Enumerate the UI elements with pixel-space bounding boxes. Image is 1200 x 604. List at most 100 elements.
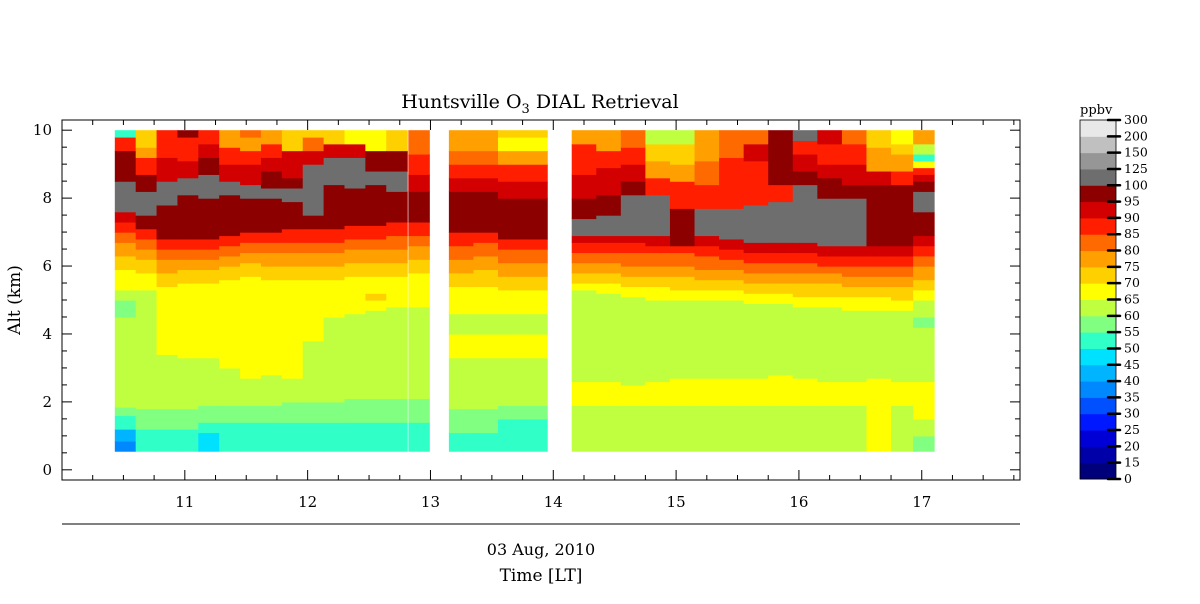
heatmap-cell	[866, 296, 892, 311]
colorbar-swatch	[1080, 136, 1116, 154]
y-tick-label: 4	[42, 325, 52, 343]
heatmap-cell	[473, 177, 499, 192]
heatmap-cell	[817, 143, 843, 165]
heatmap-cell	[792, 405, 818, 430]
heatmap-cell	[281, 187, 304, 203]
heatmap-cell	[135, 147, 158, 158]
heatmap-cell	[571, 143, 597, 175]
heatmap-cell	[620, 429, 646, 452]
heatmap-cell	[719, 238, 745, 250]
heatmap-cell	[913, 266, 935, 281]
x-axis-label: Time [LT]	[500, 566, 583, 586]
heatmap-cell	[323, 157, 346, 186]
heatmap-cell	[792, 296, 818, 308]
heatmap-cell	[114, 242, 137, 257]
colorbar-swatch	[1080, 120, 1116, 137]
heatmap-cell	[743, 252, 769, 264]
heatmap-cell	[792, 252, 818, 264]
heatmap-cell	[768, 242, 794, 254]
heatmap-cell	[891, 143, 917, 155]
heatmap-cell	[448, 408, 475, 434]
heatmap-cell	[260, 198, 283, 233]
heatmap-cell	[596, 235, 622, 243]
heatmap-cell	[177, 194, 199, 240]
heatmap-cell	[694, 269, 720, 281]
heatmap-cell	[891, 130, 917, 145]
heatmap-cell	[177, 160, 199, 179]
heatmap-cell	[219, 255, 241, 267]
heatmap-cell	[323, 143, 346, 158]
heatmap-cell	[323, 401, 346, 423]
chart-title-suffix: DIAL Retrieval	[530, 91, 679, 113]
heatmap-cell	[768, 130, 794, 152]
heatmap-cell	[596, 130, 622, 152]
heatmap-cell	[620, 235, 646, 243]
heatmap-cell	[913, 300, 935, 318]
heatmap-cell	[302, 422, 325, 452]
chart-title-subscript: 3	[522, 102, 530, 117]
heatmap-cell	[219, 266, 241, 281]
heatmap-cell	[719, 208, 745, 240]
y-tick-label: 2	[42, 393, 52, 411]
heatmap-cell	[281, 177, 304, 189]
heatmap-cell	[891, 255, 917, 267]
heatmap-cell	[792, 272, 818, 284]
heatmap-cell	[365, 130, 387, 152]
heatmap-cell	[792, 140, 818, 155]
heatmap-cell	[522, 181, 548, 199]
heatmap-cell	[743, 293, 769, 304]
heatmap-cell	[114, 150, 137, 182]
heatmap-cell	[498, 357, 524, 406]
heatmap-cell	[768, 429, 794, 452]
heatmap-cell	[114, 415, 137, 430]
x-axis: 11 12 13 14 15 16 17	[61, 120, 1015, 511]
heatmap-cell	[498, 333, 524, 359]
heatmap-cell	[743, 143, 769, 162]
heatmap-cell	[768, 184, 794, 203]
heatmap-cell	[841, 184, 868, 199]
heatmap-cell	[156, 286, 179, 338]
heatmap-cell	[135, 272, 158, 291]
colorbar-label: 60	[1124, 308, 1140, 323]
heatmap-cell	[792, 283, 818, 298]
heatmap-cell	[498, 136, 524, 152]
heatmap-cell	[645, 266, 671, 277]
heatmap-cell	[365, 238, 387, 250]
heatmap-cell	[135, 130, 158, 148]
heatmap-cell	[260, 266, 283, 281]
heatmap-cell	[240, 361, 262, 379]
heatmap-cell	[669, 143, 696, 165]
heatmap-cell	[219, 279, 241, 301]
heatmap-cell	[719, 130, 745, 158]
heatmap-cell	[522, 238, 548, 250]
heatmap-cell	[260, 374, 283, 406]
heatmap-cell	[302, 242, 325, 254]
heatmap-cell	[114, 300, 137, 318]
heatmap-cell	[817, 432, 843, 452]
heatmap-cell	[240, 422, 262, 452]
colorbar-swatch	[1080, 348, 1116, 366]
colorbar-swatch	[1080, 217, 1116, 235]
heatmap-cell	[743, 378, 769, 406]
heatmap-cell	[281, 401, 304, 423]
heatmap-cell	[645, 245, 671, 254]
heatmap-cell	[645, 235, 671, 247]
heatmap-cell	[522, 276, 548, 291]
heatmap-cell	[473, 232, 499, 243]
heatmap-cell	[177, 130, 199, 138]
heatmap-cell	[240, 232, 262, 243]
heatmap-cell	[913, 279, 935, 291]
heatmap-cell	[866, 184, 892, 247]
colorbar-swatch	[1080, 152, 1116, 170]
colorbar-label: 45	[1124, 357, 1140, 372]
colorbar-swatch	[1080, 315, 1116, 333]
heatmap-cell	[135, 215, 158, 230]
chart-title: Huntsville O3 DIAL Retrieval	[401, 91, 678, 117]
heatmap-cell	[645, 160, 671, 179]
heatmap-cell	[114, 406, 137, 417]
heatmap-cell	[891, 310, 917, 383]
heatmap-cell	[219, 181, 241, 196]
heatmap-cell	[620, 164, 646, 182]
x-tick-label: 13	[421, 493, 440, 511]
heatmap-cell	[344, 225, 366, 240]
